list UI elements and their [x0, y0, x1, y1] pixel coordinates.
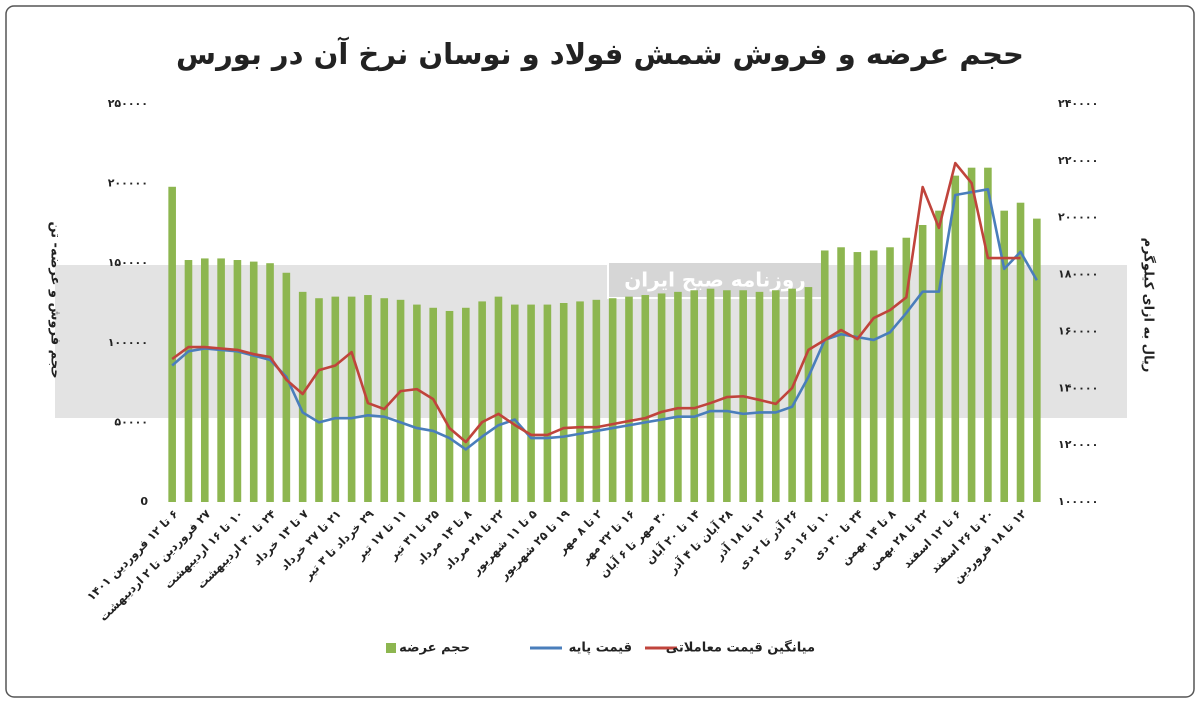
bar: [249, 261, 258, 502]
y-tick-label: ۲۰۰۰۰۰: [108, 177, 148, 190]
bar: [674, 291, 682, 502]
bar: [184, 260, 193, 502]
bar: [755, 291, 764, 502]
bar: [527, 304, 535, 502]
y2-axis-label: ریال به ازای کیلوگرم: [1141, 238, 1157, 373]
bar: [853, 252, 862, 502]
bar: [494, 296, 503, 502]
bar: [282, 272, 291, 502]
bar: [804, 287, 813, 502]
y-tick-label: 0: [140, 495, 148, 508]
watermark-band: [55, 265, 1127, 418]
y2-tick-label: ۲۲۰۰۰۰: [1058, 154, 1098, 167]
y2-tick-label: ۱۶۰۰۰۰: [1058, 324, 1098, 337]
bar: [576, 301, 584, 502]
bar: [820, 250, 829, 502]
y2-tick-label: ۲۰۰۰۰۰: [1058, 211, 1098, 224]
bar: [608, 298, 617, 502]
y2-tick-label: ۱۲۰۰۰۰: [1058, 438, 1098, 451]
bar: [1033, 218, 1041, 502]
y2-tick-label: ۱۸۰۰۰۰: [1058, 268, 1098, 281]
bar: [413, 304, 421, 502]
y2-tick-label: ۱۰۰۰۰۰: [1058, 495, 1098, 508]
watermark: روزنامه صبح ایران: [624, 268, 806, 292]
bar: [315, 298, 323, 502]
bar: [706, 288, 715, 502]
bar: [869, 250, 878, 502]
y2-tick-label: ۱۴۰۰۰۰: [1058, 381, 1098, 394]
y-tick-label: ۱۵۰۰۰۰: [108, 256, 148, 269]
y-axis-label: حجم فروش و عرضه- تن: [48, 221, 63, 378]
bar: [625, 296, 633, 502]
bar: [918, 224, 927, 502]
y-tick-label: ۱۰۰۰۰۰: [108, 336, 148, 349]
bar: [380, 298, 389, 502]
bar: [298, 291, 307, 502]
watermark-box: [607, 261, 824, 299]
bar: [951, 175, 960, 502]
bar: [788, 288, 796, 502]
bar: [445, 310, 454, 502]
legend-swatch: [386, 643, 396, 653]
bar: [396, 299, 405, 502]
y2-tick-label: ۲۴۰۰۰۰: [1058, 97, 1098, 110]
bar: [559, 303, 568, 502]
bar: [690, 290, 699, 502]
bar: [266, 263, 274, 502]
line: [171, 187, 1038, 451]
bar: [984, 167, 992, 502]
bar: [543, 304, 552, 502]
bar: [1000, 210, 1009, 502]
bar: [331, 296, 340, 502]
bar: [478, 301, 486, 502]
bar: [837, 247, 845, 502]
chart-title: حجم عرضه و فروش شمش فولاد و نوسان نرخ آن…: [176, 36, 1024, 71]
bar: [200, 258, 209, 502]
y-tick-label: ۵۰۰۰۰: [114, 415, 148, 428]
bar: [168, 186, 176, 502]
bar: [967, 167, 976, 502]
bar: [1016, 202, 1025, 503]
bar: [902, 237, 911, 502]
bar: [347, 296, 356, 502]
bar: [364, 295, 372, 502]
legend-label: حجم عرضه: [399, 641, 470, 656]
bar: [935, 210, 943, 502]
bar: [510, 304, 519, 502]
bar: [217, 258, 225, 502]
bar: [592, 299, 601, 502]
bar: [641, 295, 650, 502]
bar: [233, 260, 242, 502]
legend-label: میانگین قیمت معاملاتی: [666, 640, 815, 656]
bar: [886, 247, 894, 502]
bar: [772, 290, 780, 502]
bar: [462, 307, 470, 502]
line: [171, 161, 1021, 444]
bar: [429, 307, 437, 502]
y-tick-label: ۲۵۰۰۰۰: [108, 97, 148, 110]
legend-label: قیمت پایه: [569, 641, 632, 656]
bar: [657, 293, 666, 502]
